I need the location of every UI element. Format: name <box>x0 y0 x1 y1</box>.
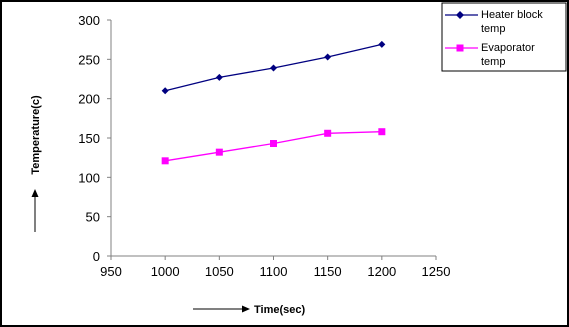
y-tick-label: 150 <box>78 131 100 146</box>
y-tick-label: 200 <box>78 92 100 107</box>
legend: Heater block temp Evaporator temp <box>441 2 567 72</box>
series-0-point <box>215 73 223 81</box>
series-1-point <box>270 140 277 148</box>
y-tick-label: 0 <box>93 249 100 264</box>
legend-label-heater-line2: temp <box>481 23 505 35</box>
x-axis-label: Time(sec) <box>254 304 305 316</box>
legend-label-evaporator-line2: temp <box>481 56 505 68</box>
legend-marker-evaporator <box>456 44 464 52</box>
y-tick-label: 50 <box>86 210 100 225</box>
legend-marker-heater <box>456 11 464 19</box>
series-1-point <box>324 129 332 137</box>
series-layer <box>161 40 386 165</box>
legend-label-heater-line1: Heater block <box>481 9 543 21</box>
x-tick-label: 950 <box>100 264 122 279</box>
series-1-point <box>378 128 386 136</box>
y-axis-arrow <box>31 189 39 232</box>
series-0-point <box>324 53 332 61</box>
y-tick-label: 250 <box>78 52 100 67</box>
series-1-point <box>161 157 169 165</box>
series-0-point <box>270 64 277 72</box>
x-tick-label: 1100 <box>260 264 288 279</box>
y-ticks: 0 50 100 150 200 250 300 <box>78 13 111 264</box>
y-tick-label: 300 <box>78 13 100 28</box>
y-axis-label: Temperature(c) <box>30 95 42 175</box>
x-tick-label: 1200 <box>367 264 396 279</box>
x-tick-label: 1000 <box>151 264 180 279</box>
series-1-point <box>215 148 223 156</box>
series-0-point <box>161 87 169 95</box>
legend-label-evaporator-line1: Evaporator <box>481 42 535 54</box>
x-ticks: 950 1000 1050 1100 1150 1200 1250 <box>100 256 450 279</box>
x-tick-label: 1050 <box>205 264 234 279</box>
series-0-point <box>378 40 386 48</box>
x-tick-label: 1250 <box>422 264 451 279</box>
x-axis-arrow <box>193 305 250 313</box>
x-tick-label: 1150 <box>314 264 342 279</box>
y-tick-label: 100 <box>78 170 100 185</box>
